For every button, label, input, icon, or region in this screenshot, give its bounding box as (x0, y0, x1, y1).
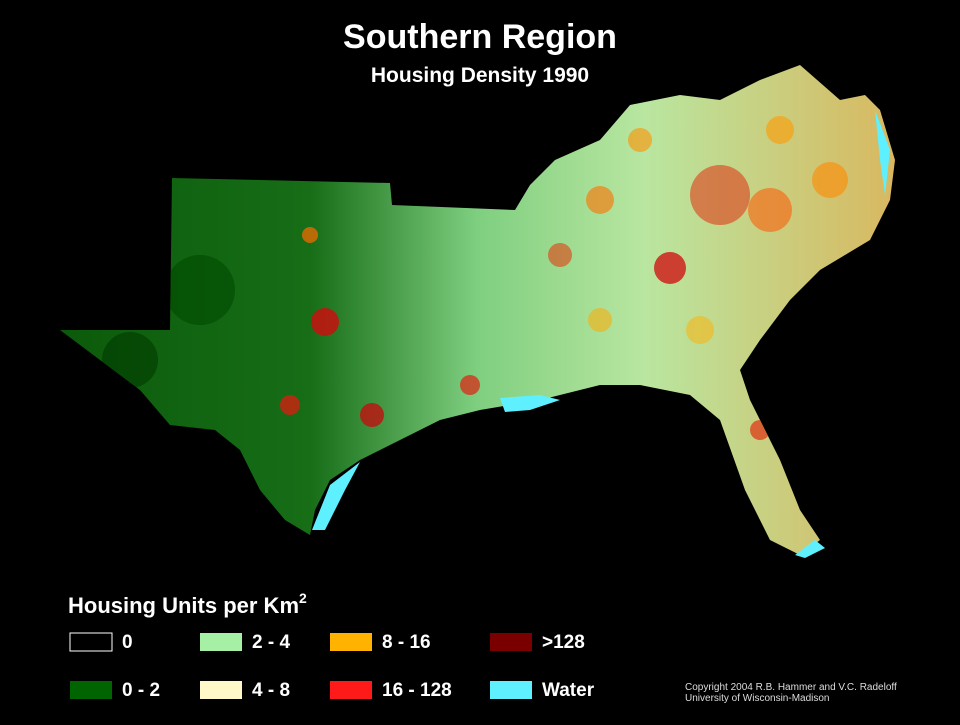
legend-title: Housing Units per Km2 (68, 590, 307, 618)
legend-label: 2 - 4 (252, 632, 290, 653)
map (60, 65, 895, 558)
legend-swatch (330, 633, 372, 651)
legend-swatch (330, 681, 372, 699)
legend-title-text: Housing Units per Km (68, 593, 299, 618)
legend-label: 16 - 128 (382, 680, 452, 701)
legend-label: 4 - 8 (252, 680, 290, 701)
subtitle: Housing Density 1990 (371, 64, 589, 87)
legend-label: 0 (122, 632, 133, 653)
legend-title-superscript: 2 (299, 590, 307, 606)
land (60, 65, 895, 555)
legend-label: 0 - 2 (122, 680, 160, 701)
legend-swatch (69, 632, 113, 652)
copyright-line: University of Wisconsin-Madison (685, 693, 830, 704)
legend-label: Water (542, 680, 595, 701)
legend: 0 2 - 4 8 - 16 >128 0 - 2 4 - 8 16 - 128 Water (69, 632, 595, 701)
legend-swatch (490, 681, 532, 699)
density-patches (102, 116, 848, 440)
legend-swatch (70, 681, 112, 699)
copyright-line: Copyright 2004 R.B. Hammer and V.C. Rade… (685, 682, 897, 693)
legend-swatch (490, 633, 532, 651)
legend-label: 8 - 16 (382, 632, 431, 653)
legend-label: >128 (542, 632, 585, 653)
title: Southern Region (343, 18, 617, 56)
legend-swatch (200, 681, 242, 699)
legend-swatch (200, 633, 242, 651)
